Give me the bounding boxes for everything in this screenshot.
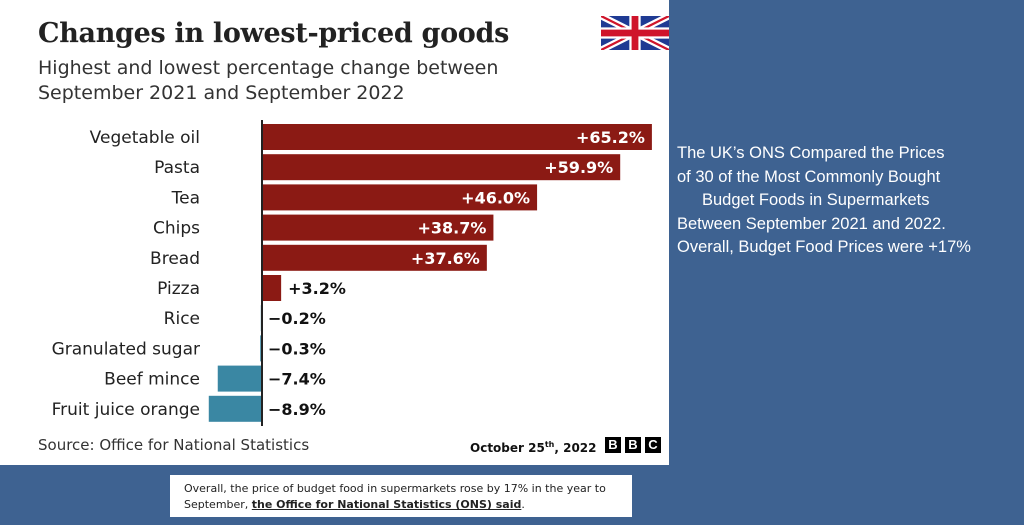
category-label: Fruit juice orange: [52, 400, 200, 420]
bar: [262, 184, 538, 211]
chart-title: Changes in lowest-priced goods: [38, 18, 509, 49]
chart-subtitle: Highest and lowest percentage change bet…: [38, 57, 499, 104]
side-note-line: of 30 of the Most Commonly Bought: [677, 167, 941, 186]
quote-box: Overall, the price of budget food in sup…: [170, 475, 632, 517]
category-label: Rice: [164, 309, 200, 329]
quote-source-emphasis: the Office for National Statistics (ONS)…: [251, 498, 522, 511]
chart-panel: Changes in lowest-priced goods Highest a…: [0, 0, 669, 465]
bar: [262, 154, 621, 181]
bbc-logo-letter: C: [645, 437, 661, 453]
side-note-line: Overall, Budget Food Prices were +17%: [677, 238, 971, 256]
side-note: The UK’s ONS Compared the Prices of 30 o…: [677, 142, 1022, 260]
category-label: Chips: [153, 219, 200, 239]
bar: [262, 275, 282, 301]
value-label: +59.9%: [544, 158, 613, 177]
value-label: +3.2%: [288, 279, 346, 298]
value-label: −8.9%: [268, 400, 326, 419]
date-suffix: th: [544, 440, 555, 449]
category-label: Pasta: [154, 158, 200, 178]
value-label: −7.4%: [268, 370, 326, 389]
side-note-line: The UK’s ONS Compared the Prices: [677, 144, 945, 162]
bbc-logo: B B C: [605, 437, 661, 453]
value-label: −0.2%: [268, 309, 326, 328]
date-line: October 25th, 2022: [470, 440, 597, 455]
bar-chart: Vegetable oil +65.2% Pasta +59.9% Tea +46.0% C…: [52, 120, 652, 426]
category-label: Tea: [171, 188, 200, 208]
value-label: −0.3%: [268, 339, 326, 358]
bar: [262, 244, 487, 271]
bbc-logo-letter: B: [605, 437, 621, 453]
value-label: +65.2%: [576, 128, 645, 147]
bar: [217, 365, 262, 392]
date-tail: , 2022: [554, 441, 597, 455]
quote-text: Overall, the price of budget food in sup…: [184, 482, 606, 511]
side-note-line: Budget Foods in Supermarkets: [702, 191, 930, 209]
category-label: Beef mince: [104, 370, 200, 390]
value-label: +38.7%: [418, 219, 487, 238]
category-label: Granulated sugar: [52, 339, 200, 359]
value-label: +46.0%: [461, 188, 530, 207]
category-label: Pizza: [157, 279, 200, 299]
bar: [262, 214, 494, 241]
category-label: Vegetable oil: [90, 128, 200, 148]
value-label: +37.6%: [411, 249, 480, 268]
bar: [262, 124, 652, 150]
side-note-line: Between September 2021 and 2022.: [677, 214, 946, 233]
bar: [208, 395, 262, 422]
union-jack-flag-icon: [601, 16, 669, 50]
date-main: October 25: [470, 441, 545, 455]
bbc-logo-letter: B: [625, 437, 641, 453]
category-label: Bread: [150, 249, 200, 269]
quote-end: .: [521, 498, 525, 511]
source-line: Source: Office for National Statistics: [38, 436, 310, 454]
